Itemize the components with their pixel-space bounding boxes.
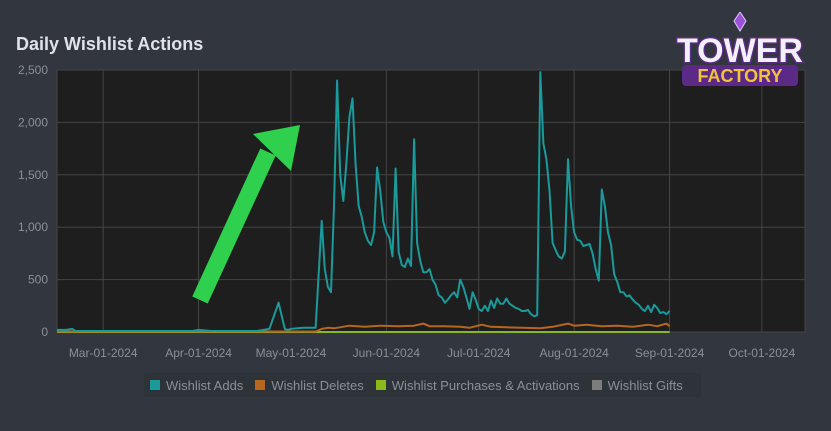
series-line-wishlist-adds [57, 71, 671, 332]
legend-label: Wishlist Deletes [271, 377, 364, 393]
x-tick-label: Sep-01-2024 [635, 346, 705, 360]
legend: Wishlist Adds Wishlist Deletes Wishlist … [144, 373, 701, 397]
y-tick-label: 500 [28, 273, 48, 287]
legend-item-wishlist-purchases[interactable]: Wishlist Purchases & Activations [375, 377, 580, 393]
legend-label: Wishlist Purchases & Activations [391, 377, 580, 393]
logo-banner [682, 65, 798, 86]
legend-item-wishlist-deletes[interactable]: Wishlist Deletes [255, 377, 364, 393]
y-axis-ticks: 0 500 1,000 1,500 2,000 2,500 [18, 63, 48, 339]
x-tick-label: Mar-01-2024 [69, 346, 138, 360]
logo-tower-text: TOWER [677, 32, 803, 70]
series-line-wishlist-deletes [57, 322, 671, 333]
chart-title: Daily Wishlist Actions [16, 34, 204, 54]
x-tick-label: May-01-2024 [256, 346, 327, 360]
legend-item-wishlist-gifts[interactable]: Wishlist Gifts [591, 377, 683, 393]
legend-swatch [255, 380, 266, 390]
legend-item-wishlist-adds[interactable]: Wishlist Adds [150, 378, 243, 393]
crystal-icon [733, 12, 747, 32]
x-tick-label: Aug-01-2024 [539, 346, 609, 360]
annotation-arrow [192, 125, 300, 304]
x-tick-label: Oct-01-2024 [729, 346, 796, 360]
series-lines [57, 71, 671, 333]
x-tick-label: Jul-01-2024 [447, 346, 511, 360]
logo-factory-text: FACTORY [697, 66, 782, 86]
legend-swatch [375, 380, 386, 390]
y-tick-label: 0 [41, 325, 48, 339]
x-tick-label: Jun-01-2024 [353, 346, 421, 360]
legend-swatch [591, 380, 602, 390]
plot-background [56, 69, 806, 333]
legend-label: Wishlist Adds [166, 377, 244, 393]
y-tick-label: 1,000 [18, 220, 48, 234]
tower-factory-logo: TOWER FACTORY [676, 12, 804, 86]
legend-swatch [150, 380, 160, 390]
y-tick-label: 2,500 [18, 63, 48, 77]
y-tick-label: 2,000 [18, 115, 48, 129]
x-axis-ticks: Mar-01-2024 Apr-01-2024 May-01-2024 Jun-01-… [69, 346, 796, 360]
x-tick-label: Apr-01-2024 [165, 346, 232, 360]
legend-label: Wishlist Gifts [607, 377, 683, 393]
y-tick-label: 1,500 [18, 168, 48, 182]
